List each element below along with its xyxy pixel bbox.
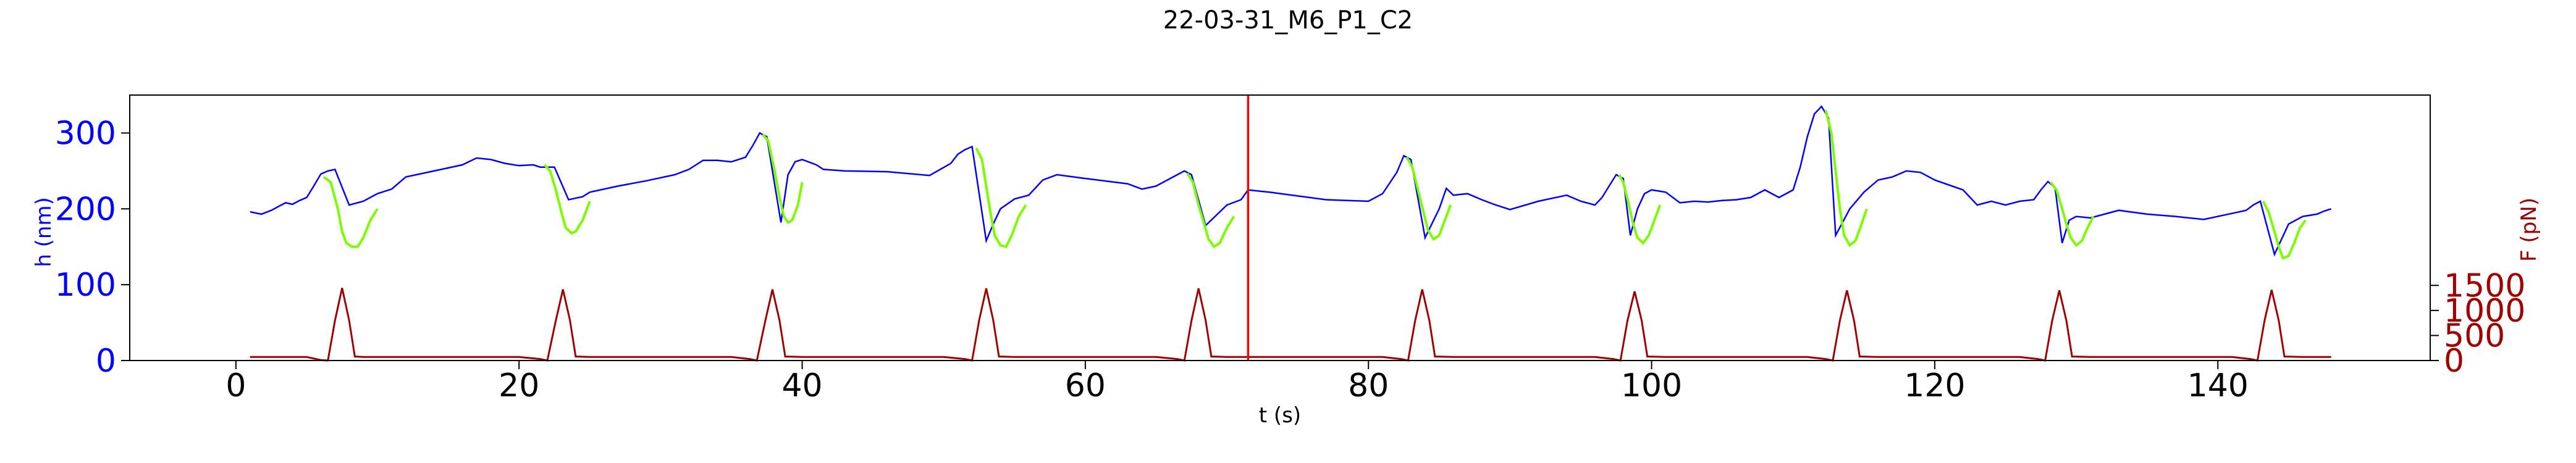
series-h-compression-3 <box>761 133 804 225</box>
y-left-tick-label: 100 <box>55 267 116 304</box>
series-h-compression-9 <box>2050 181 2095 248</box>
x-tick-label: 60 <box>1065 367 1106 404</box>
y-right-tick-label: 1000 <box>2444 293 2525 330</box>
series-h-compression-7 <box>1618 174 1662 245</box>
series-h-compression-1 <box>322 176 379 248</box>
series-h-compression-8 <box>1824 110 1868 248</box>
y-left-tick-label: 0 <box>96 343 116 380</box>
chart-title: 22-03-31_M6_P1_C2 <box>1163 6 1413 35</box>
y-left-tick-label: 200 <box>55 191 116 228</box>
series-h-compression-10 <box>2262 201 2307 260</box>
series-h-baseline <box>250 105 2331 257</box>
series-h-compression-6 <box>1405 156 1452 241</box>
y-left-tick-label: 300 <box>55 115 116 152</box>
plot-area <box>250 95 2331 362</box>
series-h-compression-5 <box>1186 172 1235 249</box>
x-tick-label: 120 <box>1904 367 1965 404</box>
x-tick-label: 40 <box>781 367 822 404</box>
y-axis-left: 0 100 200 300 <box>55 115 130 380</box>
x-axis: 0 20 40 60 80 100 120 140 <box>225 361 2249 404</box>
y-axis-left-label: h (nm) <box>32 197 56 267</box>
x-tick-label: 140 <box>2187 367 2249 404</box>
x-tick-label: 100 <box>1621 367 1682 404</box>
x-tick-label: 80 <box>1348 367 1389 404</box>
series-h-compression-2 <box>544 164 591 235</box>
series-force <box>250 288 2331 362</box>
series-h-compression-4 <box>975 148 1027 249</box>
plot-frame <box>129 94 2431 361</box>
y-right-tick-label: 500 <box>2444 317 2505 354</box>
y-axis-right-label: F (pN) <box>2517 198 2541 262</box>
x-tick-label: 0 <box>225 367 246 404</box>
y-right-tick-label: 1500 <box>2444 267 2525 304</box>
x-axis-label: t (s) <box>1259 403 1301 428</box>
x-tick-label: 20 <box>499 367 539 404</box>
y-right-tick-label: 0 <box>2444 343 2464 380</box>
